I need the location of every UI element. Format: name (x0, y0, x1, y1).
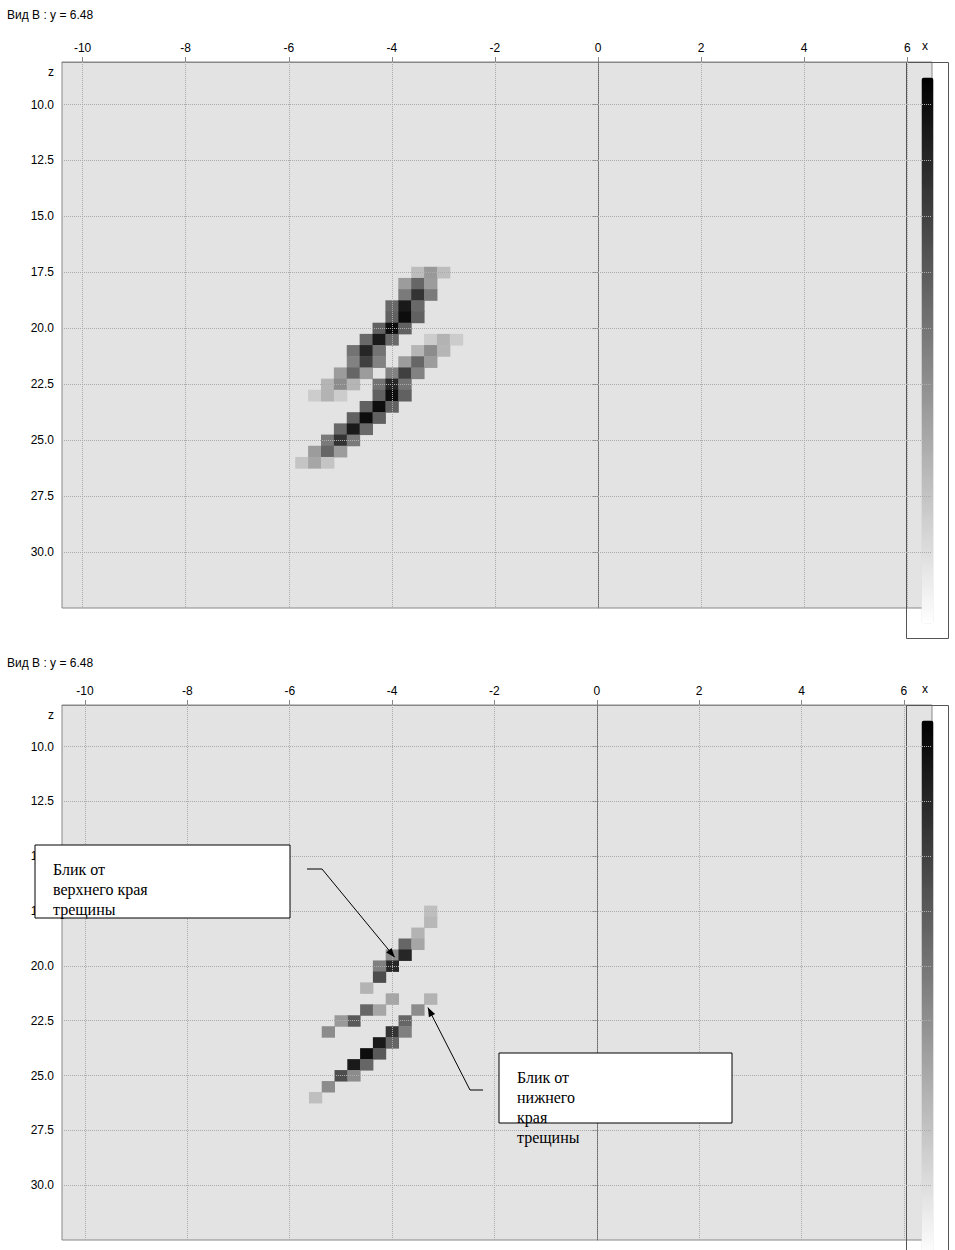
svg-text:30.0: 30.0 (31, 545, 55, 559)
svg-text:15.0: 15.0 (31, 209, 55, 223)
svg-text:-8: -8 (180, 41, 191, 55)
svg-text:27.5: 27.5 (31, 489, 55, 503)
svg-text:20.0: 20.0 (31, 959, 55, 973)
svg-text:4: 4 (801, 41, 808, 55)
svg-text:6: 6 (901, 684, 908, 698)
svg-text:0: 0 (595, 41, 602, 55)
svg-text:x: x (922, 39, 928, 53)
svg-text:трещины: трещины (53, 901, 116, 919)
svg-text:22.5: 22.5 (31, 1014, 55, 1028)
svg-text:-2: -2 (490, 41, 501, 55)
svg-text:z: z (48, 708, 54, 722)
svg-text:-6: -6 (283, 41, 294, 55)
svg-text:z: z (48, 65, 54, 79)
svg-text:нижнего: нижнего (517, 1089, 579, 1106)
svg-text:20.0: 20.0 (31, 321, 55, 335)
svg-text:-4: -4 (387, 684, 398, 698)
svg-text:0: 0 (593, 684, 600, 698)
svg-text:Вид B : y = 6.48: Вид B : y = 6.48 (7, 8, 93, 22)
svg-text:2: 2 (696, 684, 703, 698)
svg-text:4: 4 (798, 684, 805, 698)
svg-text:-10: -10 (76, 684, 94, 698)
svg-text:-10: -10 (74, 41, 92, 55)
svg-text:верхнего края: верхнего края (53, 881, 152, 899)
svg-text:Вид B : y = 6.48: Вид B : y = 6.48 (7, 656, 93, 670)
svg-text:2: 2 (698, 41, 705, 55)
svg-text:25.0: 25.0 (31, 433, 55, 447)
svg-text:-8: -8 (182, 684, 193, 698)
svg-text:-4: -4 (387, 41, 398, 55)
svg-text:22.5: 22.5 (31, 377, 55, 391)
svg-text:Блик от: Блик от (517, 1069, 573, 1086)
svg-text:12.5: 12.5 (31, 794, 55, 808)
svg-text:края: края (517, 1109, 551, 1127)
svg-text:Блик от: Блик от (53, 861, 109, 878)
svg-text:трещины: трещины (517, 1129, 580, 1147)
svg-text:30.0: 30.0 (31, 1178, 55, 1192)
svg-text:-2: -2 (489, 684, 500, 698)
svg-text:10.0: 10.0 (31, 740, 55, 754)
svg-text:12.5: 12.5 (31, 153, 55, 167)
svg-text:10.0: 10.0 (31, 98, 55, 112)
svg-text:17.5: 17.5 (31, 265, 55, 279)
svg-text:25.0: 25.0 (31, 1069, 55, 1083)
svg-text:x: x (922, 682, 928, 696)
svg-text:27.5: 27.5 (31, 1123, 55, 1137)
svg-text:-6: -6 (284, 684, 295, 698)
svg-text:6: 6 (904, 41, 911, 55)
